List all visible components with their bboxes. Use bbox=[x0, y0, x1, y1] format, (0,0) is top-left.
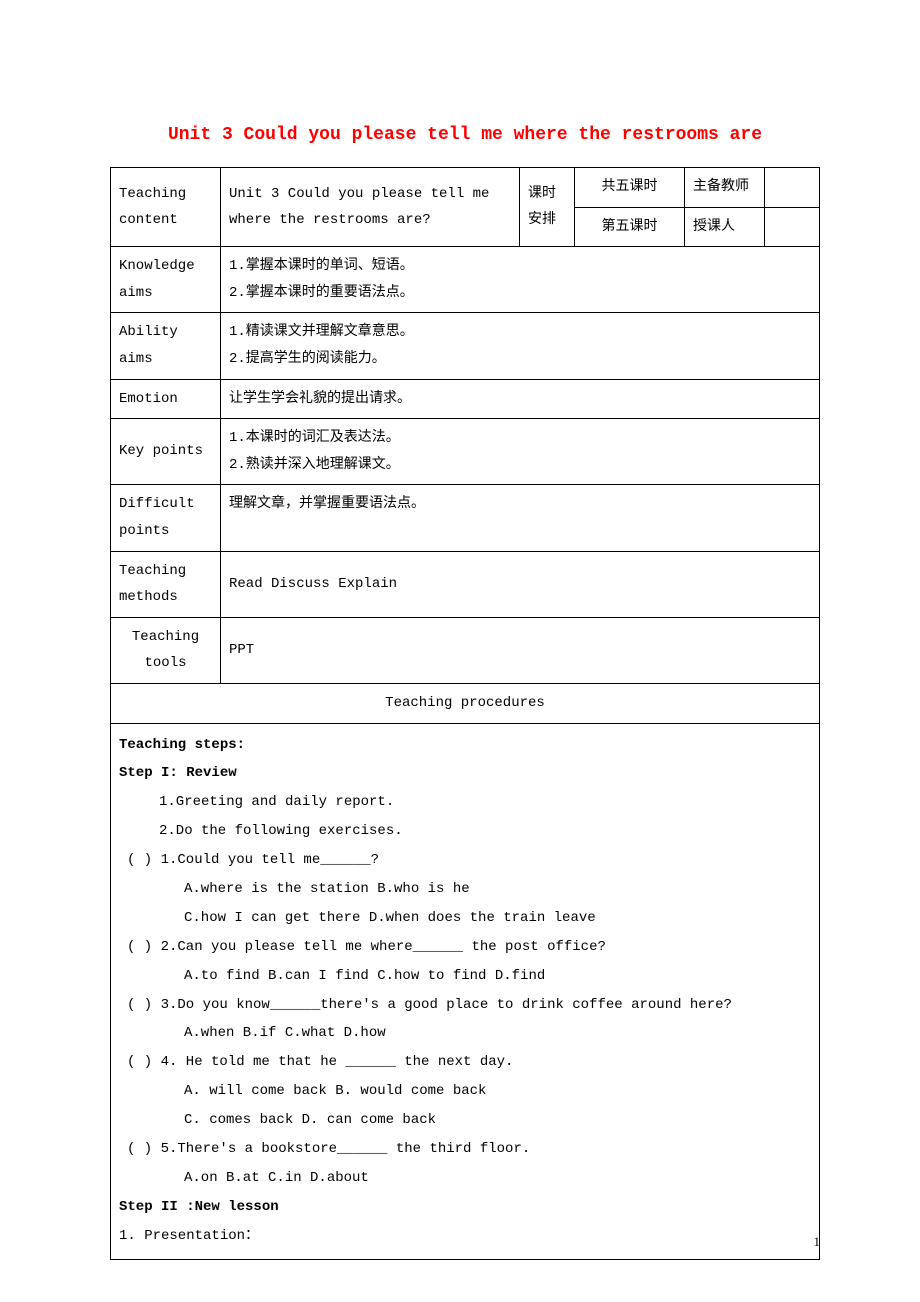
lesson-plan-page: Unit 3 Could you please tell me where th… bbox=[0, 0, 920, 1302]
ability-aims-row: Ability aims 1.精读课文并理解文章意思。 2.提高学生的阅读能力。 bbox=[111, 313, 820, 379]
zhubei-jiaoshi-value bbox=[765, 168, 820, 208]
teaching-steps-heading: Teaching steps: bbox=[119, 733, 811, 759]
teaching-procedures-row: Teaching procedures bbox=[111, 683, 820, 723]
teaching-content-value: Unit 3 Could you please tell me where th… bbox=[221, 168, 520, 247]
teaching-body: Teaching steps: Step I: Review 1.Greetin… bbox=[111, 723, 820, 1259]
ability-aims-1: 1.精读课文并理解文章意思。 bbox=[229, 324, 414, 340]
exercises-line: 2.Do the following exercises. bbox=[119, 819, 811, 845]
knowledge-aims-label: Knowledge aims bbox=[111, 247, 221, 313]
shoukeren-label: 授课人 bbox=[685, 207, 765, 247]
emotion-value: 让学生学会礼貌的提出请求。 bbox=[221, 379, 820, 419]
teaching-tools-label: Teaching tools bbox=[111, 617, 221, 683]
question-5-opts: A.on B.at C.in D.about bbox=[119, 1166, 811, 1192]
greeting-line: 1.Greeting and daily report. bbox=[119, 790, 811, 816]
question-4-cd: C. comes back D. can come back bbox=[119, 1108, 811, 1134]
knowledge-aims-1: 1.掌握本课时的单词、短语。 bbox=[229, 258, 414, 274]
teaching-tools-row: Teaching tools PPT bbox=[111, 617, 820, 683]
question-2: ( ) 2.Can you please tell me where______… bbox=[119, 935, 811, 961]
difficult-points-value: 理解文章，并掌握重要语法点。 bbox=[221, 485, 820, 551]
zhubei-jiaoshi-label: 主备教师 bbox=[685, 168, 765, 208]
emotion-row: Emotion 让学生学会礼貌的提出请求。 bbox=[111, 379, 820, 419]
keshi-anpai-label: 课时安排 bbox=[520, 168, 575, 247]
question-4: ( ) 4. He told me that he ______ the nex… bbox=[119, 1050, 811, 1076]
diwu-keshi: 第五课时 bbox=[575, 207, 685, 247]
step-2-heading: Step II :New lesson bbox=[119, 1195, 811, 1221]
teaching-body-row: Teaching steps: Step I: Review 1.Greetin… bbox=[111, 723, 820, 1259]
question-1: ( ) 1.Could you tell me______? bbox=[119, 848, 811, 874]
gongwu-keshi: 共五课时 bbox=[575, 168, 685, 208]
presentation-line: 1. Presentation： bbox=[119, 1224, 811, 1250]
shoukeren-value bbox=[765, 207, 820, 247]
header-row-1: Teaching content Unit 3 Could you please… bbox=[111, 168, 820, 208]
question-1-cd: C.how I can get there D.when does the tr… bbox=[119, 906, 811, 932]
teaching-methods-label: Teaching methods bbox=[111, 551, 221, 617]
ability-aims-label: Ability aims bbox=[111, 313, 221, 379]
page-number: 1 bbox=[814, 1234, 821, 1250]
document-title: Unit 3 Could you please tell me where th… bbox=[110, 125, 820, 145]
teaching-procedures-label: Teaching procedures bbox=[111, 683, 820, 723]
question-3-opts: A.when B.if C.what D.how bbox=[119, 1021, 811, 1047]
difficult-points-row: Difficult points 理解文章，并掌握重要语法点。 bbox=[111, 485, 820, 551]
teaching-tools-value: PPT bbox=[221, 617, 820, 683]
ability-aims-2: 2.提高学生的阅读能力。 bbox=[229, 351, 386, 367]
question-4-ab: A. will come back B. would come back bbox=[119, 1079, 811, 1105]
emotion-label: Emotion bbox=[111, 379, 221, 419]
key-points-2: 2.熟读并深入地理解课文。 bbox=[229, 457, 400, 473]
key-points-label: Key points bbox=[111, 419, 221, 485]
question-5: ( ) 5.There's a bookstore______ the thir… bbox=[119, 1137, 811, 1163]
key-points-value: 1.本课时的词汇及表达法。 2.熟读并深入地理解课文。 bbox=[221, 419, 820, 485]
teaching-content-label: Teaching content bbox=[111, 168, 221, 247]
question-3: ( ) 3.Do you know______there's a good pl… bbox=[119, 993, 811, 1019]
teaching-methods-row: Teaching methods Read Discuss Explain bbox=[111, 551, 820, 617]
knowledge-aims-2: 2.掌握本课时的重要语法点。 bbox=[229, 285, 414, 301]
step-1-heading: Step I: Review bbox=[119, 761, 811, 787]
knowledge-aims-value: 1.掌握本课时的单词、短语。 2.掌握本课时的重要语法点。 bbox=[221, 247, 820, 313]
knowledge-aims-row: Knowledge aims 1.掌握本课时的单词、短语。 2.掌握本课时的重要… bbox=[111, 247, 820, 313]
ability-aims-value: 1.精读课文并理解文章意思。 2.提高学生的阅读能力。 bbox=[221, 313, 820, 379]
key-points-1: 1.本课时的词汇及表达法。 bbox=[229, 430, 400, 446]
lesson-plan-table: Teaching content Unit 3 Could you please… bbox=[110, 167, 820, 1260]
question-2-opts: A.to find B.can I find C.how to find D.f… bbox=[119, 964, 811, 990]
teaching-methods-value: Read Discuss Explain bbox=[221, 551, 820, 617]
question-1-ab: A.where is the station B.who is he bbox=[119, 877, 811, 903]
key-points-row: Key points 1.本课时的词汇及表达法。 2.熟读并深入地理解课文。 bbox=[111, 419, 820, 485]
difficult-points-label: Difficult points bbox=[111, 485, 221, 551]
